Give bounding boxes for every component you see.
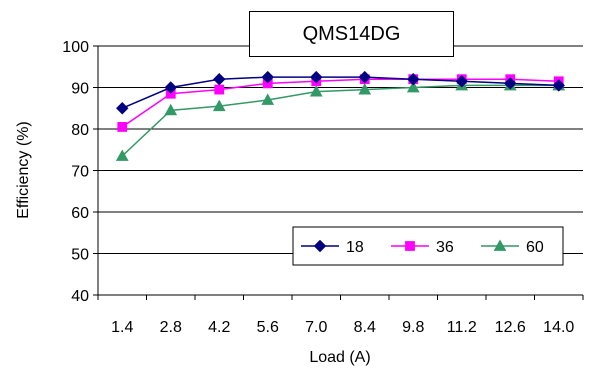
- legend-marker-18: [313, 239, 327, 253]
- data-point-18: [358, 70, 371, 84]
- data-point-18: [116, 102, 129, 115]
- x-axis-label: Load (A): [309, 349, 370, 366]
- y-tick-label: 40: [71, 288, 89, 305]
- x-tick-label: 8.4: [354, 319, 376, 336]
- legend-label-36: 36: [436, 239, 454, 256]
- data-point-18: [213, 72, 226, 86]
- x-tick-label: 14.0: [543, 319, 574, 336]
- data-point-60: [406, 80, 420, 93]
- data-point-18: [261, 70, 274, 84]
- series-line-18: [121, 76, 559, 109]
- data-point-60: [164, 103, 178, 116]
- series-line-36: [121, 78, 559, 128]
- y-tick-label: 100: [62, 39, 89, 56]
- legend-marker-60: [493, 239, 507, 251]
- legend-label-18: 18: [346, 239, 364, 256]
- data-point-36: [117, 122, 128, 132]
- x-tick-label: 5.6: [257, 319, 279, 336]
- y-tick-label: 50: [71, 247, 89, 264]
- data-point-18: [455, 75, 468, 88]
- series-line-60: [121, 84, 559, 157]
- y-tick-label: 60: [71, 205, 89, 222]
- x-tick-label: 4.2: [208, 319, 230, 336]
- data-point-18: [310, 70, 323, 84]
- x-tick-label: 1.4: [111, 319, 133, 336]
- data-point-18: [552, 79, 565, 92]
- x-tick-label: 12.6: [495, 319, 526, 336]
- x-tick-label: 11.2: [447, 319, 477, 336]
- y-tick-label: 70: [71, 164, 89, 181]
- data-point-18: [407, 72, 420, 86]
- x-tick-label: 9.8: [402, 319, 424, 336]
- data-point-60: [115, 149, 129, 161]
- y-tick-label: 90: [71, 81, 89, 98]
- chart-title: QMS14DG: [249, 11, 454, 57]
- legend-marker-36: [405, 241, 415, 251]
- data-point-60: [358, 83, 372, 95]
- x-tick-label: 7.0: [305, 319, 327, 336]
- data-point-60: [261, 93, 275, 105]
- y-tick-label: 80: [71, 122, 89, 139]
- x-tick-label: 2.8: [160, 319, 182, 336]
- data-point-36: [214, 84, 225, 95]
- data-point-18: [164, 81, 177, 94]
- data-point-18: [504, 77, 517, 90]
- data-point-60: [309, 85, 323, 97]
- y-axis-label: Efficiency (%): [15, 121, 32, 219]
- legend-label-60: 60: [526, 239, 544, 256]
- data-point-60: [212, 99, 226, 112]
